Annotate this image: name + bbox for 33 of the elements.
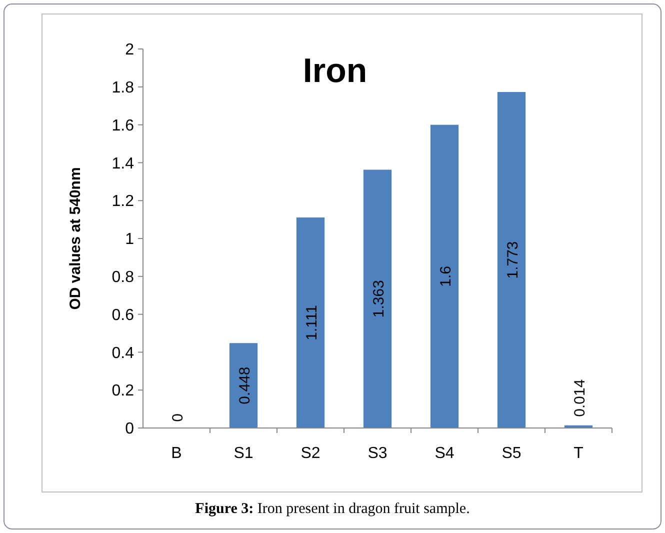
x-tick-label: T xyxy=(574,445,584,462)
y-axis-title: OD values at 540nm xyxy=(67,167,84,310)
x-tick-label: S5 xyxy=(502,445,522,462)
y-tick-label: 2 xyxy=(125,42,134,59)
y-tick-label: 1.4 xyxy=(112,155,134,172)
bar xyxy=(430,124,459,428)
y-tick-label: 1.6 xyxy=(112,117,134,134)
y-tick-label: 1.2 xyxy=(112,193,134,210)
x-tick-label: S3 xyxy=(368,445,388,462)
data-label: 1.363 xyxy=(370,280,388,318)
data-label: 1.773 xyxy=(504,241,522,279)
data-label: 0.014 xyxy=(572,379,588,417)
y-tick-label: 1 xyxy=(125,231,134,248)
y-tick-label: 0.2 xyxy=(112,382,134,400)
x-tick-label: S2 xyxy=(300,445,320,462)
caption: Figure 3: Iron present in dragon fruit sample. xyxy=(195,501,470,517)
y-tick-label: 1.8 xyxy=(112,80,134,96)
x-tick-label: S1 xyxy=(234,445,254,462)
bar xyxy=(363,170,392,428)
chart-title: Iron xyxy=(302,52,368,90)
y-tick-label: 0 xyxy=(125,420,134,438)
x-tick-label: B xyxy=(171,445,182,462)
y-tick-label: 0.8 xyxy=(112,269,134,286)
data-label: 1.111 xyxy=(304,305,320,340)
data-label: 0.448 xyxy=(236,366,254,404)
data-label: 1.6 xyxy=(438,266,454,287)
y-tick-label: 0.6 xyxy=(112,306,134,324)
y-tick-label: 0.4 xyxy=(112,344,134,362)
bar xyxy=(497,92,526,428)
bar xyxy=(229,343,258,428)
bar xyxy=(296,217,325,428)
data-label: 0 xyxy=(170,414,186,422)
x-tick-label: S4 xyxy=(434,445,454,462)
